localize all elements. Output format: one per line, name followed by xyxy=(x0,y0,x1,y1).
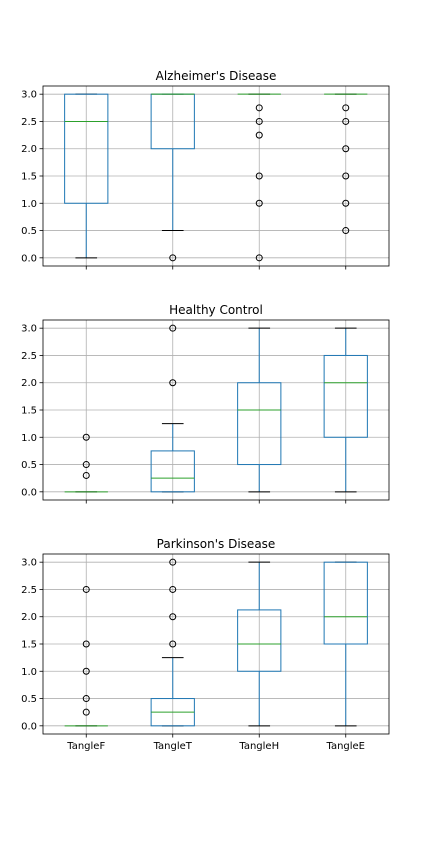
panel1-axes-frame xyxy=(42,85,390,267)
panel3-tanglef-outlier-point xyxy=(82,640,90,648)
panel2-tangleh-box xyxy=(237,382,282,466)
panel1-tangleh-outlier-point xyxy=(255,254,263,262)
panel3-tanglee-box xyxy=(323,561,368,645)
panel1-chart-title: Alzheimer's Disease xyxy=(156,69,277,83)
panel1-tangleh-outlier-point xyxy=(255,131,263,139)
panel3-chart-title: Parkinson's Disease xyxy=(157,537,276,551)
panel2-chart-title: Healthy Control xyxy=(169,303,263,317)
panel1-y-tick-label: 2.5 xyxy=(21,117,37,128)
panel3-y-tick-label: 1.0 xyxy=(21,667,37,678)
panel3-x-tick-label-tanglet: TangleT xyxy=(153,741,193,752)
panel1-tanglet-outlier-point xyxy=(169,254,177,262)
panel2-tanglef-outlier-point xyxy=(82,471,90,479)
panel2-tanglet-outlier-point xyxy=(169,379,177,387)
panel1-y-tick-label: 1.5 xyxy=(21,172,37,183)
panel3-tanglef-outlier-point xyxy=(82,695,90,703)
panel1-tangleh-outlier-point xyxy=(255,104,263,112)
panel3-tanglef-outlier-point xyxy=(82,585,90,593)
panel3-tanglet-outlier-point xyxy=(169,558,177,566)
panel1-y-tick-label: 1.0 xyxy=(21,199,37,210)
panel3-y-tick-label: 0.5 xyxy=(21,694,37,705)
panel3-tangleh-box xyxy=(237,609,282,672)
panel2-tanglee-box xyxy=(323,354,368,438)
panel3-x-tick-label-tangleh: TangleH xyxy=(238,741,279,752)
panel1-y-tick-label: 0.5 xyxy=(21,226,37,237)
panel1-tanglee-outlier-point xyxy=(342,227,350,235)
panel3-tanglef-outlier-point xyxy=(82,708,90,716)
panel1-tangleh-outlier-point xyxy=(255,199,263,207)
panel2-tanglet-outlier-point xyxy=(169,324,177,332)
panel2-axes-frame xyxy=(42,319,390,501)
panel1-tanglee-outlier-point xyxy=(342,104,350,112)
panel2-y-tick-label: 2.0 xyxy=(21,378,37,389)
panel2-y-tick-label: 1.5 xyxy=(21,406,37,417)
panel3-tanglet-outlier-point xyxy=(169,585,177,593)
panel3-tanglet-outlier-point xyxy=(169,640,177,648)
panel1-tanglef-box xyxy=(64,93,109,204)
panel1-tangleh-outlier-point xyxy=(255,172,263,180)
panel1-tanglee-outlier-point xyxy=(342,199,350,207)
panel3-axes-frame xyxy=(42,553,390,735)
panel3-y-tick-label: 0.0 xyxy=(21,721,37,732)
panel1-tanglee-outlier-point xyxy=(342,145,350,153)
panel2-y-tick-label: 3.0 xyxy=(21,324,37,335)
panel2-y-tick-label: 2.5 xyxy=(21,351,37,362)
panel2-tanglef-outlier-point xyxy=(82,461,90,469)
panel1-y-tick-label: 2.0 xyxy=(21,144,37,155)
panel2-y-tick-label: 0.5 xyxy=(21,460,37,471)
panel1-y-tick-label: 3.0 xyxy=(21,90,37,101)
panel2-tanglef-outlier-point xyxy=(82,433,90,441)
panel1-y-tick-label: 0.0 xyxy=(21,253,37,264)
panel3-x-tick-label-tanglee: TangleE xyxy=(325,741,365,752)
panel3-tanglef-outlier-point xyxy=(82,667,90,675)
panel1-tanglee-outlier-point xyxy=(342,172,350,180)
panel2-y-tick-label: 1.0 xyxy=(21,433,37,444)
panel3-y-tick-label: 2.0 xyxy=(21,612,37,623)
panel3-y-tick-label: 1.5 xyxy=(21,640,37,651)
panel3-y-tick-label: 3.0 xyxy=(21,558,37,569)
panel2-y-tick-label: 0.0 xyxy=(21,487,37,498)
panel2-tanglet-box xyxy=(150,450,195,493)
panel3-tanglet-outlier-point xyxy=(169,613,177,621)
panel1-tanglee-outlier-point xyxy=(342,117,350,125)
panel3-y-tick-label: 2.5 xyxy=(21,585,37,596)
panel1-tangleh-outlier-point xyxy=(255,117,263,125)
panel3-x-tick-label-tanglef: TangleF xyxy=(66,741,105,752)
